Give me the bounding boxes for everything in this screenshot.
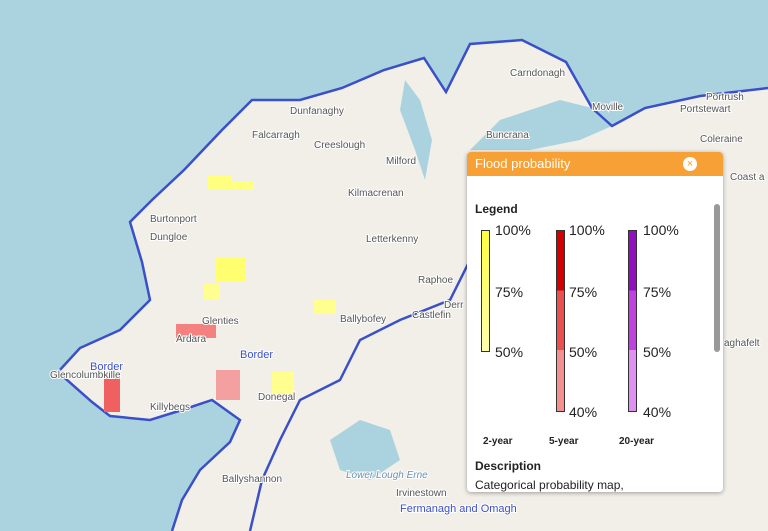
place-label: Dunfanaghy bbox=[290, 106, 344, 117]
place-label: Ballyshannon bbox=[222, 474, 282, 485]
flood-cell bbox=[216, 258, 246, 282]
flood-cell bbox=[272, 372, 294, 396]
place-label: Ardara bbox=[176, 334, 206, 345]
popup: Flood probability × Legend 100% 75% 50% … bbox=[467, 152, 723, 492]
place-label: Dungloe bbox=[150, 232, 188, 243]
place-label: Moville bbox=[592, 102, 624, 113]
legend-caption: 2-year bbox=[483, 436, 513, 447]
popup-body[interactable]: Legend 100% 75% 50% 2-year 100% 75% 50% … bbox=[467, 176, 707, 492]
place-label: Portrush bbox=[706, 92, 744, 103]
place-label: Ballybofey bbox=[340, 314, 386, 325]
lough-erne bbox=[330, 420, 400, 480]
legend-label: 50% bbox=[495, 344, 524, 360]
flood-cell bbox=[314, 300, 336, 314]
place-label: Raphoe bbox=[418, 275, 453, 286]
flood-cells bbox=[104, 176, 336, 412]
place-label: Glenties bbox=[202, 316, 239, 327]
flood-cell bbox=[176, 324, 216, 338]
place-label: Buncrana bbox=[486, 130, 529, 141]
popup-header: Flood probability × bbox=[467, 152, 723, 176]
place-label: Milford bbox=[386, 156, 416, 167]
legend-caption: 5-year bbox=[549, 436, 579, 447]
region-label: Border bbox=[90, 361, 123, 373]
place-label: Glencolumbkille bbox=[50, 370, 121, 381]
place-label: Letterkenny bbox=[366, 234, 418, 245]
place-label: Falcarragh bbox=[252, 130, 300, 141]
legend-label: 50% bbox=[643, 344, 672, 360]
lough-foyle bbox=[470, 100, 612, 150]
legend-label: 100% bbox=[643, 222, 679, 238]
flood-cell bbox=[208, 176, 232, 190]
county-border bbox=[248, 259, 472, 531]
region-label: Fermanagh and Omagh bbox=[400, 503, 517, 515]
place-label: Derr bbox=[444, 300, 464, 311]
water-label: Lower Lough Erne bbox=[346, 470, 428, 481]
place-label: Portstewart bbox=[680, 104, 731, 115]
legend-label: 40% bbox=[569, 404, 598, 420]
description-text: Categorical probability map, bbox=[475, 478, 624, 492]
legend-label: 100% bbox=[569, 222, 605, 238]
place-label: Killybegs bbox=[150, 402, 190, 413]
legend-bar bbox=[481, 230, 490, 352]
place-label: Carndonagh bbox=[510, 68, 565, 79]
legend-heading: Legend bbox=[475, 202, 518, 216]
place-label: Donegal bbox=[258, 392, 295, 403]
close-button[interactable]: × bbox=[683, 157, 697, 171]
legend-label: 75% bbox=[643, 284, 672, 300]
place-label: Burtonport bbox=[150, 214, 197, 225]
legend-bar bbox=[556, 230, 565, 412]
place-label: Creeslough bbox=[314, 140, 365, 151]
legend-label: 50% bbox=[569, 344, 598, 360]
flood-cell bbox=[232, 182, 254, 190]
flood-cell bbox=[104, 372, 120, 412]
scroll-thumb[interactable] bbox=[714, 204, 720, 352]
place-label: Coast a bbox=[730, 172, 765, 183]
popup-title: Flood probability bbox=[475, 156, 571, 171]
legend-label: 75% bbox=[569, 284, 598, 300]
flood-cell bbox=[216, 370, 240, 400]
place-label: aghafelt bbox=[724, 338, 760, 349]
place-label: Coleraine bbox=[700, 134, 743, 145]
coast-border bbox=[56, 38, 768, 531]
region-label: Border bbox=[240, 349, 273, 361]
lough-swilly bbox=[400, 80, 432, 180]
legend-label: 100% bbox=[495, 222, 531, 238]
description-heading: Description bbox=[475, 459, 542, 473]
scrollbar[interactable] bbox=[714, 188, 720, 488]
place-label: Castlefin bbox=[412, 310, 451, 321]
legend-label: 40% bbox=[643, 404, 672, 420]
place-label: Irvinestown bbox=[396, 488, 447, 499]
legend-bar bbox=[628, 230, 637, 412]
place-label: Kilmacrenan bbox=[348, 188, 404, 199]
legend-label: 75% bbox=[495, 284, 524, 300]
flood-cell bbox=[204, 284, 220, 300]
legend-caption: 20-year bbox=[619, 436, 655, 447]
